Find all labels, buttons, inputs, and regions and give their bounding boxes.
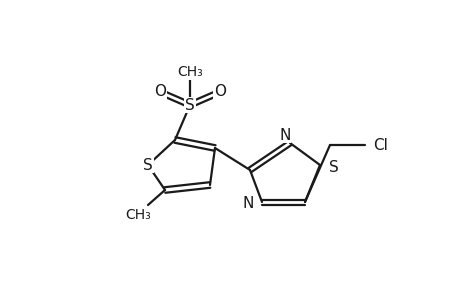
Text: O: O <box>213 85 225 100</box>
Text: Cl: Cl <box>373 137 387 152</box>
Text: S: S <box>143 158 152 172</box>
Text: S: S <box>328 160 338 175</box>
Text: S: S <box>185 98 195 112</box>
Text: O: O <box>154 85 166 100</box>
Text: N: N <box>242 196 253 211</box>
Text: CH₃: CH₃ <box>125 208 151 222</box>
Text: N: N <box>279 128 290 142</box>
Text: CH₃: CH₃ <box>177 65 202 79</box>
